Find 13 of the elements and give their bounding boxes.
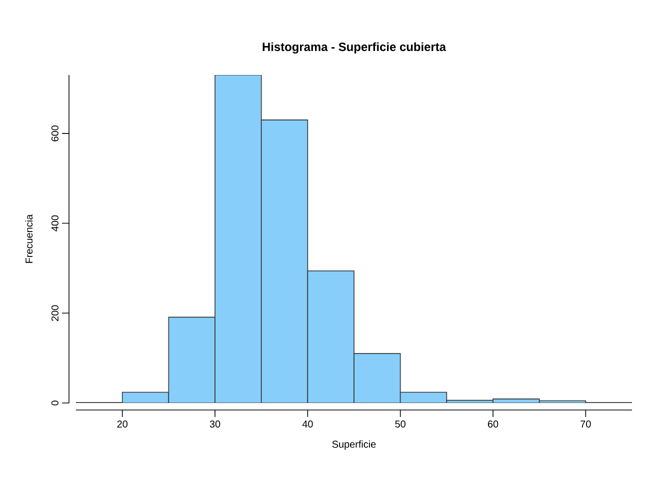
x-tick-label: 40 [302, 420, 313, 428]
chart-title: Histograma - Superficie cubierta [262, 42, 446, 54]
x-tick-label: 70 [580, 420, 591, 428]
y-axis-title: Frecuencia [25, 214, 33, 263]
x-tick-label: 50 [395, 420, 406, 428]
y-tick-label: 200 [51, 305, 58, 321]
x-tick-label: 30 [210, 420, 220, 428]
x-tick-label: 60 [488, 420, 498, 428]
y-tick-label: 0 [51, 400, 58, 406]
x-axis-title: Superficie [332, 440, 376, 450]
y-tick-label: 400 [51, 215, 58, 232]
y-tick-label: 600 [51, 125, 58, 142]
x-tick-label: 20 [117, 420, 128, 428]
